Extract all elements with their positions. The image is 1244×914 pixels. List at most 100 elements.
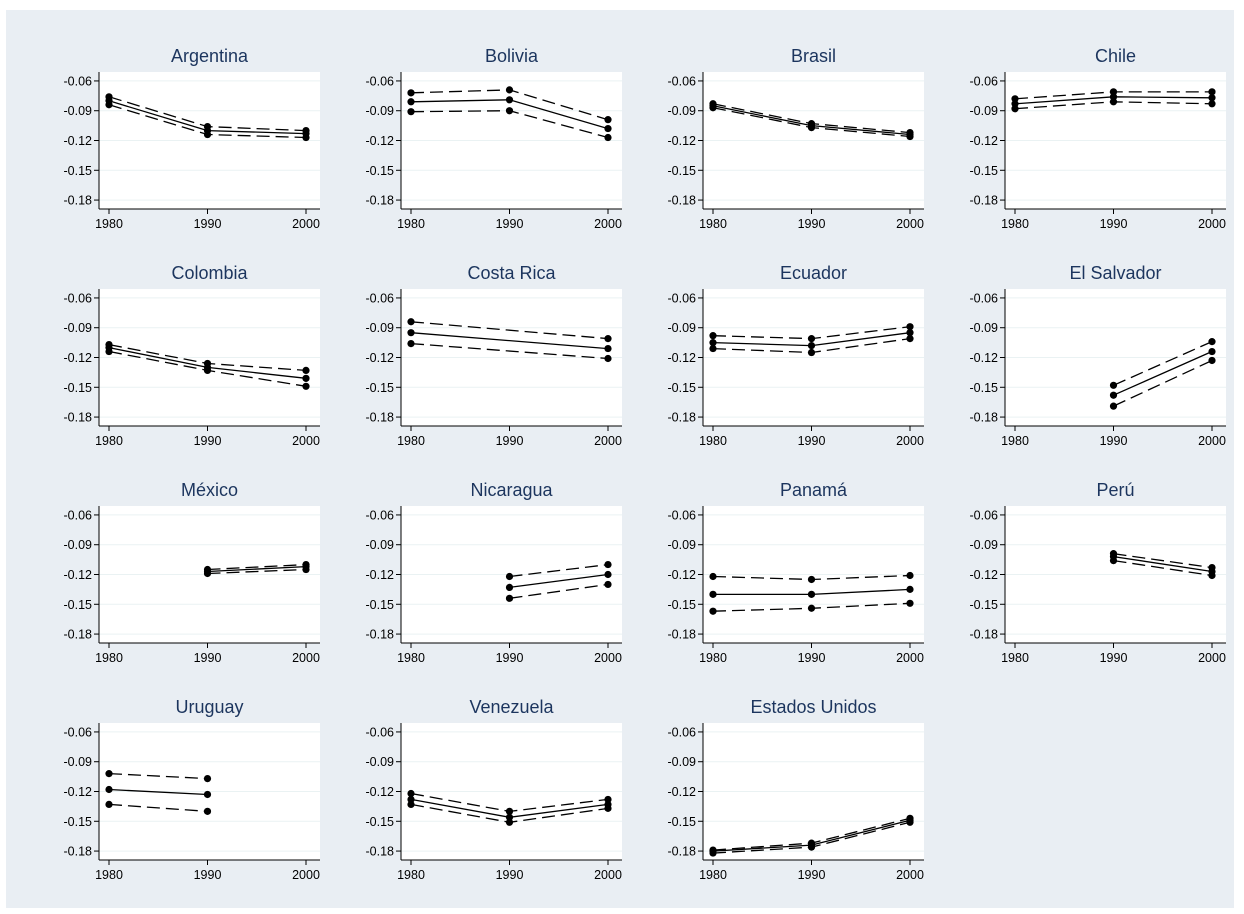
data-point: [1109, 98, 1118, 106]
data-point: [1109, 381, 1118, 389]
y-tick-label: -0.12: [366, 134, 395, 148]
data-point: [505, 594, 514, 602]
data-point: [1109, 391, 1118, 399]
y-tick-label: -0.06: [668, 508, 697, 522]
series-line-estimate: [1113, 555, 1213, 573]
y-tick-label: -0.12: [366, 568, 395, 582]
y-tick-label: -0.18: [366, 411, 395, 425]
y-tick-label: -0.06: [366, 508, 395, 522]
data-point: [807, 590, 816, 598]
data-point: [302, 374, 310, 382]
y-tick-label: -0.18: [668, 194, 697, 208]
x-tick-label: 1990: [496, 217, 524, 231]
x-tick-label: 2000: [292, 651, 320, 665]
data-point: [604, 335, 612, 343]
panel-title: Argentina: [171, 46, 249, 66]
y-tick-label: -0.15: [366, 598, 395, 612]
y-tick-label: -0.09: [668, 104, 697, 118]
series-line-lower: [108, 803, 208, 813]
data-point: [604, 580, 612, 589]
series-line-lower: [207, 568, 307, 575]
y-tick-label: -0.09: [366, 538, 395, 552]
data-point: [604, 124, 612, 133]
data-point: [1208, 100, 1216, 108]
panel-title: Perú: [1096, 480, 1134, 500]
panel-title: Costa Rica: [467, 263, 556, 283]
panel-title: Colombia: [171, 263, 248, 283]
y-tick-label: -0.12: [668, 568, 697, 582]
series-line-lower: [410, 342, 609, 360]
series-line-lower: [509, 583, 609, 599]
y-tick-label: -0.18: [970, 628, 999, 642]
y-tick-label: -0.06: [970, 291, 999, 305]
y-tick-label: -0.15: [970, 164, 999, 178]
data-point: [407, 800, 415, 809]
data-point: [604, 795, 612, 804]
y-tick-label: -0.18: [366, 845, 395, 859]
y-tick-label: -0.15: [970, 598, 999, 612]
panel-title: Panamá: [780, 480, 848, 500]
series-line-upper: [1113, 553, 1213, 569]
y-tick-label: -0.09: [668, 538, 697, 552]
data-point: [505, 583, 514, 592]
data-point: [1011, 105, 1019, 113]
y-tick-label: -0.15: [366, 815, 395, 829]
data-point: [709, 344, 717, 353]
data-point: [505, 107, 514, 115]
y-tick-label: -0.06: [64, 508, 93, 522]
data-point: [807, 335, 816, 343]
y-tick-label: -0.09: [970, 538, 999, 552]
panel-title: Chile: [1095, 46, 1136, 66]
y-tick-label: -0.12: [970, 134, 999, 148]
y-tick-label: -0.09: [366, 755, 395, 769]
x-tick-label: 1990: [194, 868, 222, 882]
data-point: [906, 329, 914, 337]
series-line-estimate: [108, 788, 208, 796]
data-point: [302, 382, 310, 390]
data-point: [505, 813, 514, 821]
data-point: [407, 318, 415, 326]
x-tick-label: 1990: [496, 434, 524, 448]
y-tick-label: -0.09: [668, 321, 697, 335]
series-line-estimate: [410, 332, 609, 350]
y-tick-label: -0.06: [64, 74, 93, 88]
panel-15: Estados Unidos-0.06-0.09-0.12-0.15-0.181…: [668, 697, 924, 882]
x-tick-label: 1980: [1001, 651, 1029, 665]
data-point: [604, 344, 612, 353]
panel-title: Venezuela: [469, 697, 554, 717]
y-tick-label: -0.09: [366, 104, 395, 118]
figure-background: Argentina -0.06 -0.09 -0.12 -0.15 -0.18 1980 19…: [6, 10, 1234, 908]
data-point: [105, 101, 113, 109]
data-point: [1208, 94, 1216, 102]
x-tick-label: 1980: [699, 868, 727, 882]
panel-title: México: [181, 480, 238, 500]
x-tick-label: 2000: [594, 651, 622, 665]
data-point: [1208, 88, 1216, 96]
y-tick-label: -0.09: [970, 321, 999, 335]
y-tick-label: -0.06: [970, 508, 999, 522]
data-point: [709, 339, 717, 347]
data-point: [407, 89, 415, 97]
y-tick-label: -0.18: [668, 845, 697, 859]
data-point: [604, 804, 612, 812]
data-point: [407, 98, 415, 106]
series-line-lower: [1113, 559, 1213, 577]
x-tick-label: 1980: [1001, 217, 1029, 231]
data-point: [709, 104, 717, 112]
data-point: [505, 86, 514, 94]
y-tick-label: -0.15: [668, 815, 697, 829]
data-point: [604, 116, 612, 124]
y-tick-label: -0.12: [668, 785, 697, 799]
data-point: [807, 843, 816, 851]
data-point: [203, 774, 212, 783]
panel-title: Ecuador: [780, 263, 847, 283]
data-point: [807, 575, 816, 584]
series-line-upper: [207, 563, 307, 571]
y-tick-label: -0.15: [668, 381, 697, 395]
panel-8: El Salvador -0.06 -0.09 -0.12 -0.15 -0.181980…: [970, 263, 1226, 448]
panel-title: Uruguay: [175, 697, 243, 717]
x-tick-label: 2000: [1198, 434, 1226, 448]
